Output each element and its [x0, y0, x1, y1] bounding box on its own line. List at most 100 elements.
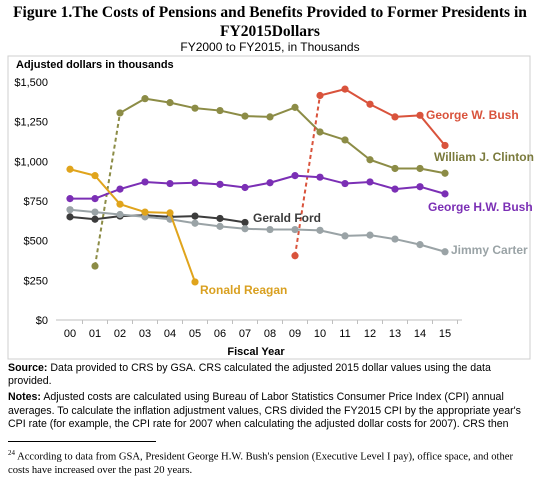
- series-segment: [144, 97, 171, 104]
- data-point: [391, 113, 399, 121]
- data-point: [66, 213, 74, 221]
- data-point: [66, 206, 74, 214]
- data-point: [341, 232, 349, 240]
- figure-title-line-2: FY2015Dollars: [220, 23, 320, 40]
- data-point: [266, 179, 274, 187]
- series-segment: [319, 88, 346, 97]
- series-segment: [219, 225, 246, 230]
- x-tick-label: 15: [439, 328, 451, 340]
- x-tick-label: 13: [389, 328, 401, 340]
- series-segment: [394, 185, 421, 191]
- series-label-william-j-clinton: William J. Clinton: [434, 150, 534, 164]
- series-segment: [244, 181, 271, 189]
- data-point: [441, 141, 449, 150]
- x-tick-label: 09: [289, 328, 301, 340]
- data-point: [141, 178, 149, 186]
- series-segment: [119, 97, 146, 114]
- x-tick-label: 14: [414, 328, 426, 340]
- series-label-ronald-reagan: Ronald Reagan: [200, 283, 287, 297]
- series-segment: [94, 188, 121, 200]
- footnote-number: 24: [8, 449, 15, 457]
- y-tick-label: $250: [24, 275, 48, 287]
- series-segment: [69, 168, 96, 177]
- series-segment: [169, 181, 196, 185]
- series-segment: [94, 174, 121, 205]
- data-point: [266, 113, 274, 121]
- y-tick-label: $750: [24, 196, 48, 208]
- series-segment: [419, 185, 446, 195]
- series-segment: [419, 114, 446, 147]
- data-point: [116, 185, 124, 193]
- data-point: [441, 190, 449, 198]
- series-jimmy-carter: [66, 206, 449, 256]
- data-point: [291, 103, 299, 111]
- series-segment: [144, 215, 171, 221]
- series-george-h-w-bush: [66, 172, 449, 203]
- data-point: [191, 212, 199, 220]
- notes-label: Notes:: [8, 391, 41, 404]
- series-segment: [269, 106, 296, 118]
- x-axis: 00 01 02 03 04 05 06 07 08 09 10 11 12 13 14 15: [56, 319, 462, 340]
- series-segment: [269, 174, 296, 184]
- data-point: [291, 172, 299, 180]
- data-point: [441, 169, 449, 177]
- series-segment: [244, 227, 271, 231]
- data-point: [341, 85, 349, 93]
- data-point: [391, 164, 399, 173]
- data-point: [241, 183, 249, 192]
- source-paragraph: Source: Data provided to CRS by GSA. CRS…: [8, 362, 528, 388]
- series-segment: [194, 181, 221, 186]
- x-tick-label: 07: [239, 328, 251, 340]
- data-point: [91, 262, 99, 270]
- series-segment: [219, 109, 246, 118]
- series-segment: [219, 217, 246, 224]
- series-segment: [344, 139, 371, 161]
- series-segment: [119, 213, 146, 218]
- data-point: [366, 156, 374, 164]
- data-point: [316, 91, 324, 100]
- figure-title-line-1: Figure 1.The Costs of Pensions and Benef…: [13, 4, 527, 21]
- series-segment: [294, 106, 321, 133]
- series-segment: [394, 238, 421, 246]
- data-point: [116, 210, 124, 219]
- series-segment: [294, 174, 321, 179]
- series-segment: [369, 103, 396, 118]
- y-axis-title: Adjusted dollars in thousands: [16, 59, 174, 71]
- data-point: [141, 208, 149, 216]
- data-point: [291, 225, 299, 234]
- footnote: 24 According to data from GSA, President…: [8, 447, 532, 477]
- data-point: [116, 109, 124, 117]
- series-segment: [319, 229, 346, 237]
- data-point: [316, 226, 324, 234]
- data-point: [66, 165, 74, 173]
- data-point: [166, 209, 174, 217]
- series-label-jimmy-carter: Jimmy Carter: [451, 243, 528, 257]
- series-segment: [319, 131, 346, 141]
- series-segment: [119, 180, 146, 191]
- series-ronald-reagan: [66, 165, 199, 286]
- series-layer: [66, 85, 449, 286]
- series-segment: [419, 167, 446, 175]
- series-segment: [344, 180, 371, 185]
- series-segment: [169, 215, 196, 218]
- series-segment: [144, 214, 171, 218]
- x-tick-label: 03: [139, 328, 151, 340]
- series-segment: [169, 101, 196, 110]
- series-segment: [369, 234, 396, 241]
- y-tick-label: $1,500: [14, 77, 48, 89]
- series-labels: William J. Clinton George W. Bush George H…: [200, 108, 534, 297]
- data-point: [191, 278, 199, 286]
- x-tick-label: 06: [214, 328, 226, 340]
- figure-subtitle: FY2000 to FY2015, in Thousands: [180, 40, 360, 54]
- y-tick-label: $1,000: [14, 156, 48, 168]
- series-segment: [319, 176, 346, 185]
- series-segment: [94, 211, 121, 216]
- figure-title: Figure 1.The Costs of Pensions and Benef…: [0, 3, 540, 41]
- series-segment: [394, 114, 421, 118]
- data-point: [416, 241, 424, 249]
- x-tick-label: 02: [114, 328, 126, 340]
- series-segment: [69, 215, 96, 221]
- data-point: [416, 164, 424, 173]
- series-segment: [194, 107, 221, 112]
- data-point: [216, 106, 224, 115]
